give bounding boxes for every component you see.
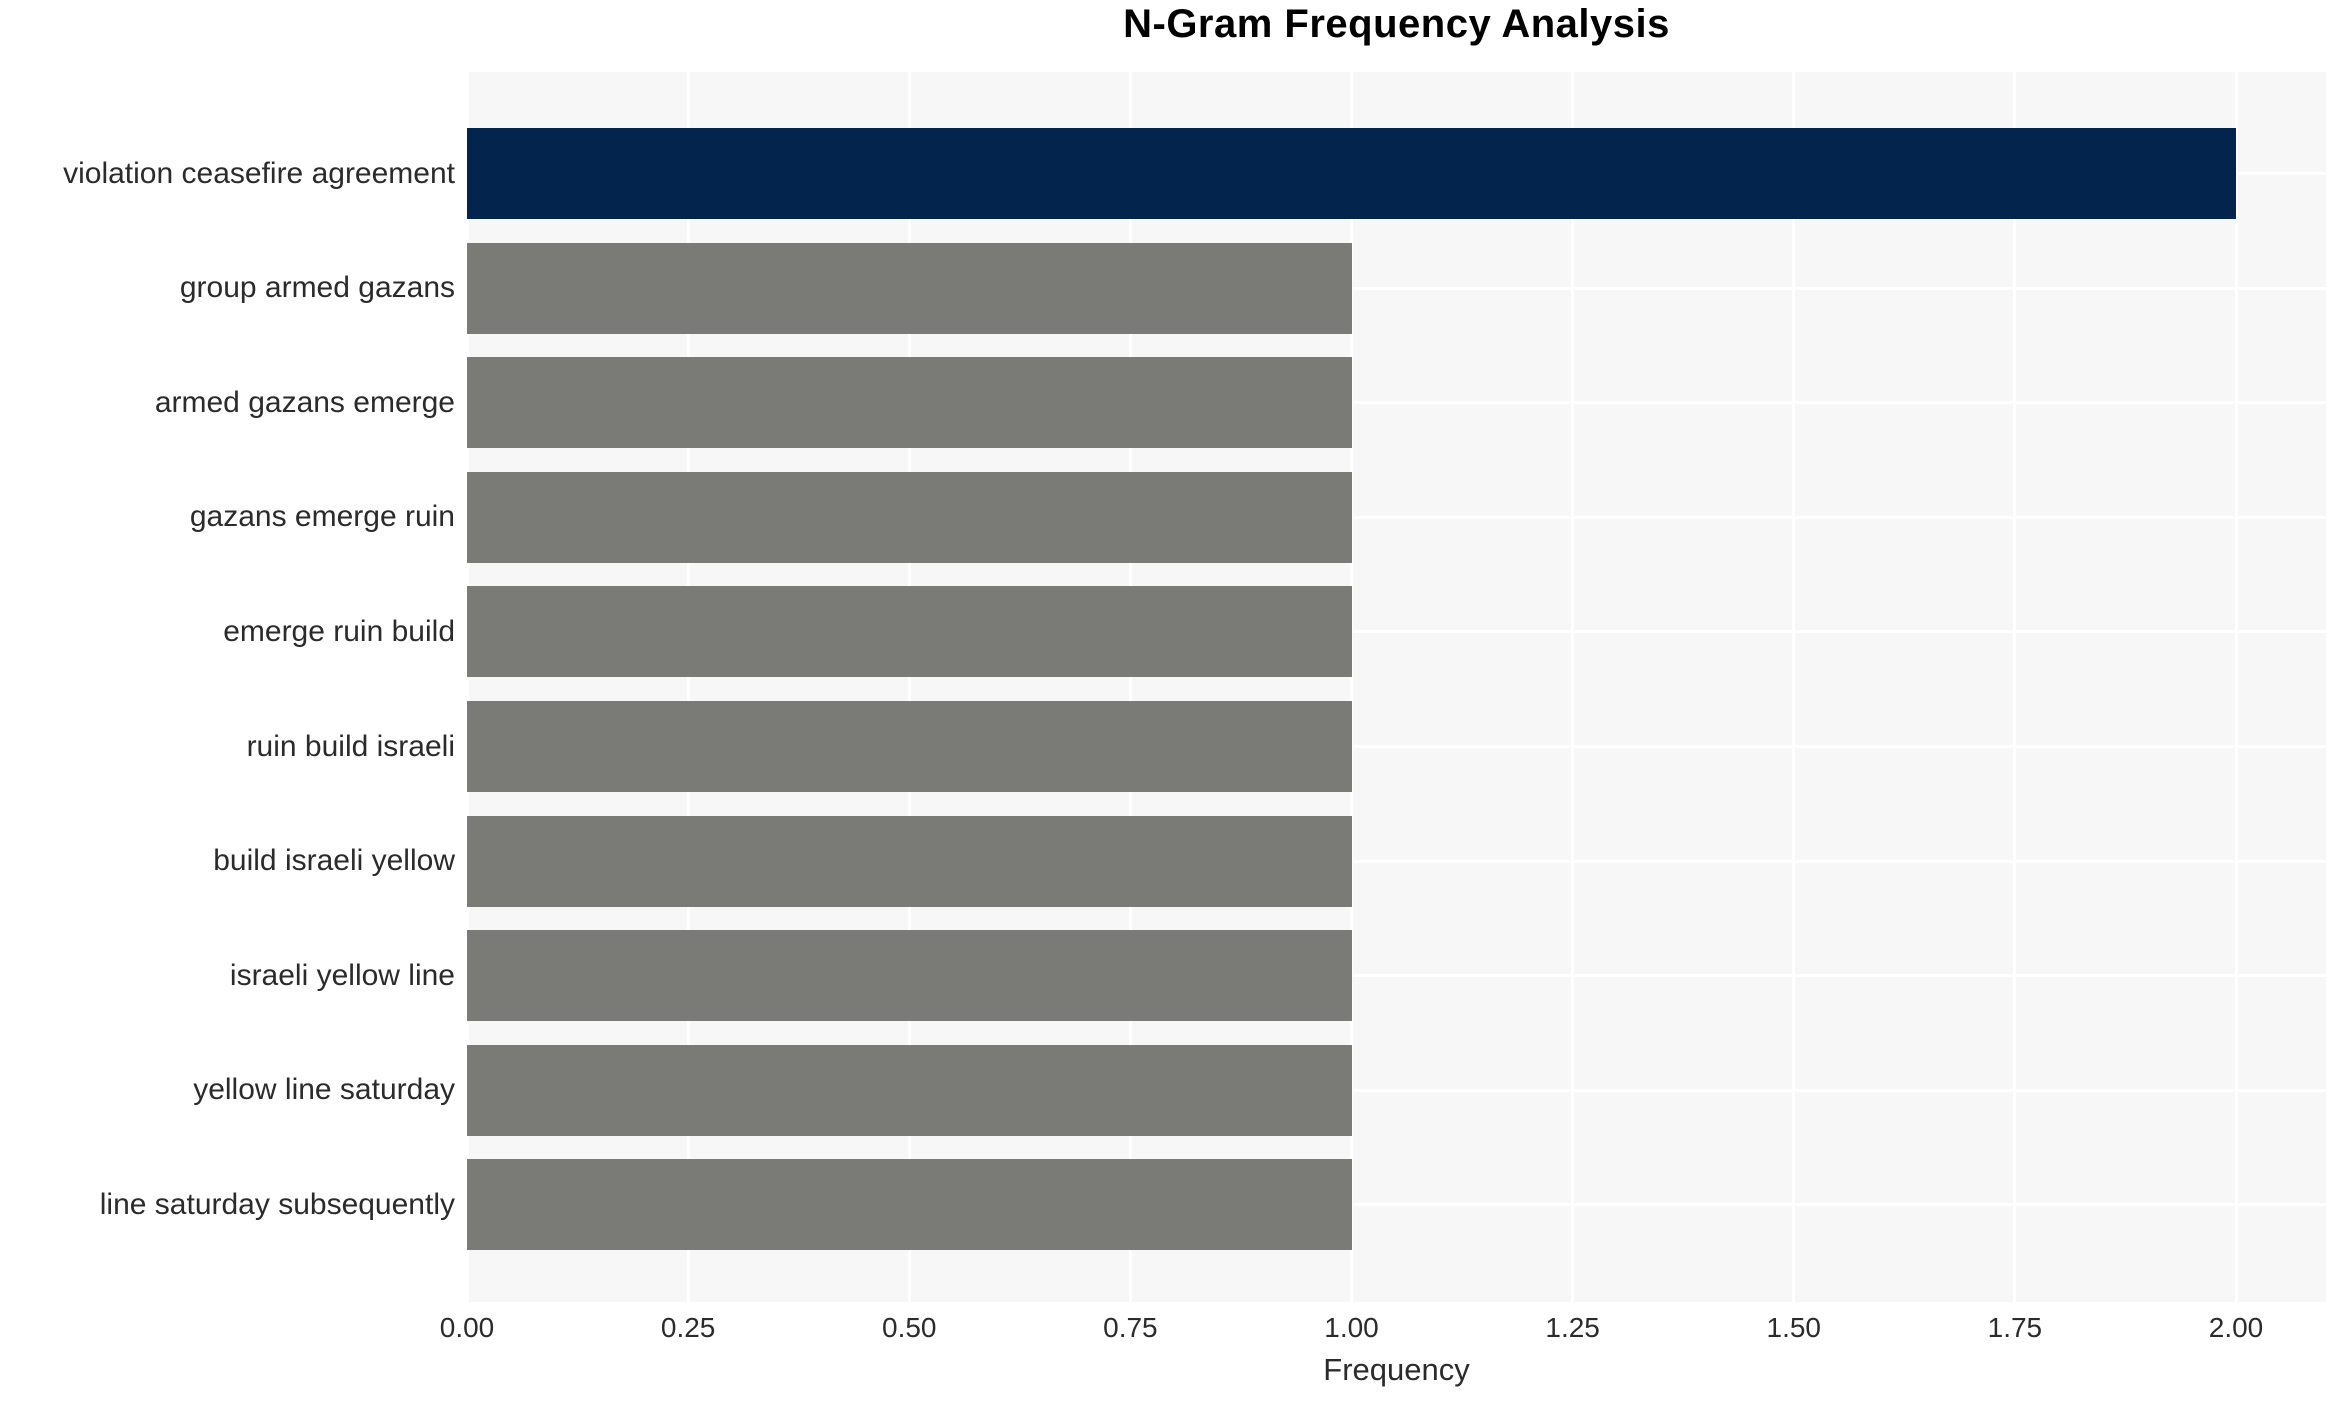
vertical-gridline xyxy=(1128,72,1132,1302)
bar xyxy=(467,1044,1352,1136)
x-axis-tick-label: 0.00 xyxy=(439,1312,495,1343)
horizontal-gridline xyxy=(467,515,2326,519)
horizontal-gridline xyxy=(467,630,2326,634)
horizontal-gridline xyxy=(467,745,2326,748)
y-axis-label: yellow line saturday xyxy=(193,1073,455,1107)
x-axis-tick-label: 1.75 xyxy=(1987,1312,2043,1343)
horizontal-gridline xyxy=(467,1203,2326,1207)
x-axis-tick-label: 1.25 xyxy=(1545,1312,1600,1343)
bar xyxy=(467,471,1352,563)
vertical-gridline xyxy=(686,72,690,1302)
x-axis-tick-label: 1.00 xyxy=(1324,1312,1379,1343)
bar xyxy=(467,242,1352,334)
horizontal-gridline xyxy=(467,401,2326,405)
vertical-gridline xyxy=(907,72,911,1302)
x-axis-tick-label: 2.00 xyxy=(2208,1312,2264,1343)
horizontal-gridline xyxy=(467,974,2326,978)
vertical-gridline xyxy=(1792,72,1796,1302)
y-axis-label: armed gazans emerge xyxy=(154,385,455,419)
horizontal-gridline xyxy=(467,286,2326,290)
y-axis-label: line saturday subsequently xyxy=(99,1187,455,1221)
y-axis-label: group armed gazans xyxy=(179,271,455,305)
y-axis-label: ruin build israeli xyxy=(246,729,455,763)
plot-area xyxy=(467,72,2326,1302)
bar xyxy=(467,701,1352,792)
bar xyxy=(467,586,1352,678)
y-axis-label: build israeli yellow xyxy=(213,844,455,878)
x-axis-tick-label: 0.25 xyxy=(660,1312,716,1343)
bar xyxy=(467,930,1352,1022)
y-axis-label: israeli yellow line xyxy=(229,958,455,992)
x-axis-tick-label: 0.75 xyxy=(1103,1312,1158,1343)
bar xyxy=(467,128,2236,219)
vertical-gridline xyxy=(467,72,469,1302)
x-axis-tick-label: 1.50 xyxy=(1766,1312,1822,1343)
horizontal-gridline xyxy=(467,1088,2326,1092)
bar xyxy=(467,357,1352,449)
vertical-gridline xyxy=(2234,72,2238,1302)
y-axis-label: violation ceasefire agreement xyxy=(63,156,455,190)
chart-title: N-Gram Frequency Analysis xyxy=(1123,2,1670,46)
vertical-gridline xyxy=(1571,72,1575,1302)
y-axis-label: gazans emerge ruin xyxy=(189,500,455,534)
vertical-gridline xyxy=(1350,72,1353,1302)
horizontal-gridline xyxy=(467,859,2326,863)
x-axis-tick-label: 0.50 xyxy=(882,1312,937,1343)
bar xyxy=(467,1159,1352,1251)
vertical-gridline xyxy=(2013,72,2017,1302)
bar xyxy=(467,815,1352,907)
y-axis-label: emerge ruin build xyxy=(223,614,455,648)
x-axis-title: Frequency xyxy=(1323,1352,1470,1387)
